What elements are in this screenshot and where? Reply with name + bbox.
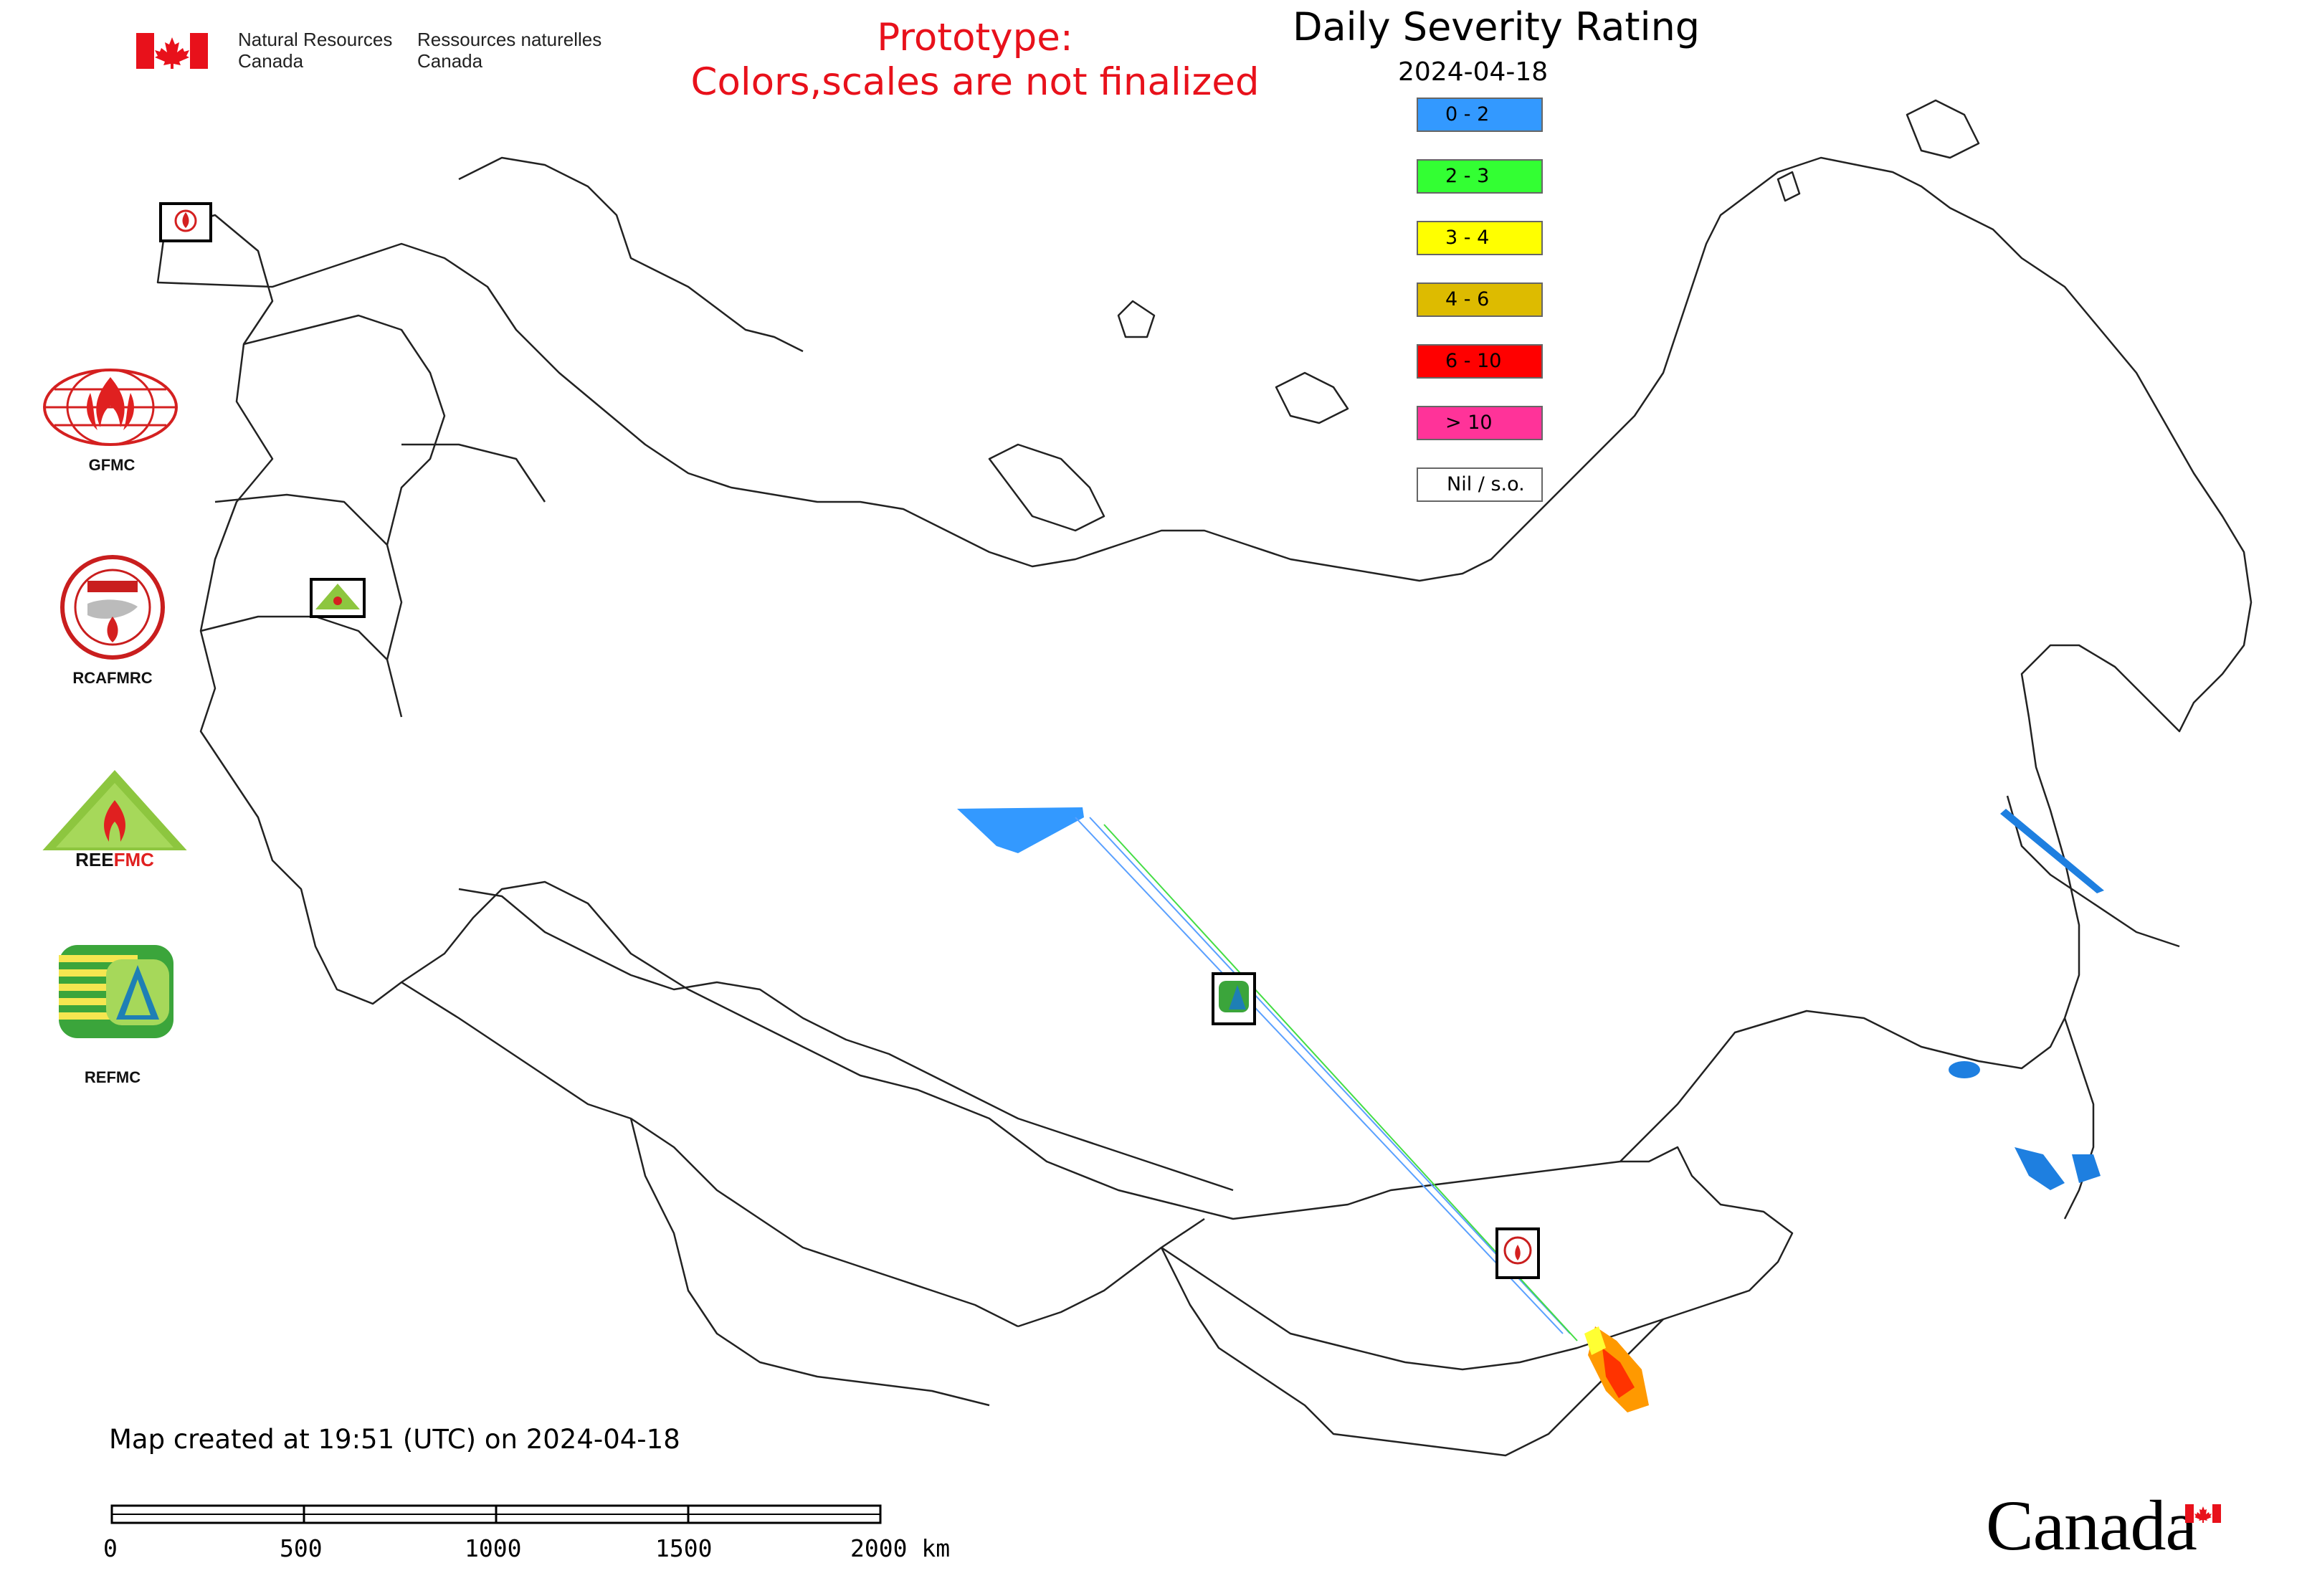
rcafmrc-logo-icon (60, 555, 165, 660)
svg-text:REEFMC: REEFMC (75, 849, 154, 868)
legend-item: 3 - 4 (1417, 221, 1543, 255)
prototype-line1: Prototype: (877, 16, 1073, 60)
org-label-gfmc: GFMC (88, 456, 135, 474)
map-date: 2024-04-18 (1398, 57, 1549, 87)
legend-item: Nil / s.o. (1417, 467, 1543, 502)
scale-bar (110, 1504, 882, 1524)
agency-en-line1: Natural Resources (238, 29, 393, 50)
gfmc-station-marker-icon (159, 202, 212, 242)
canada-wordmark: Canada (1986, 1486, 2197, 1565)
scale-label-1000: 1000 (465, 1534, 522, 1562)
legend-item: 4 - 6 (1417, 282, 1543, 317)
prototype-notice: Prototype: Colors,scales are not finaliz… (674, 16, 1276, 105)
severity-patches (957, 807, 2104, 1412)
prototype-line2: Colors,scales are not finalized (690, 60, 1260, 104)
legend-item: > 10 (1417, 406, 1543, 440)
gfmc-logo-icon (43, 369, 178, 446)
refmc-station-marker-icon (1212, 972, 1256, 1025)
scale-label-500: 500 (280, 1534, 323, 1562)
reefmc-logo-icon: REEFMC (39, 770, 191, 868)
scale-label-1500: 1500 (655, 1534, 713, 1562)
agency-name-fr: Ressources naturelles Canada (417, 29, 601, 72)
org-label-refmc: REFMC (84, 1068, 141, 1086)
severity-legend: 0 - 2 2 - 3 3 - 4 4 - 6 6 - 10 > 10 Nil / s.o. (1417, 98, 1546, 513)
agency-name-en: Natural Resources Canada (238, 29, 392, 72)
refmc-logo-icon (59, 945, 173, 1038)
reefmc-station-marker-icon (310, 578, 366, 618)
agency-en-line2: Canada (238, 50, 304, 72)
legend-item: 2 - 3 (1417, 159, 1543, 194)
agency-fr-line2: Canada (417, 50, 483, 72)
legend-item: 0 - 2 (1417, 98, 1543, 132)
org-label-rcafmrc: RCAFMRC (72, 669, 153, 687)
map-title: Daily Severity Rating (1293, 4, 1701, 49)
rcafmrc-station-marker-icon (1495, 1227, 1540, 1279)
map-created-text: Map created at 19:51 (UTC) on 2024-04-18 (109, 1424, 680, 1455)
wordmark-flag-icon (2185, 1504, 2221, 1523)
agency-fr-line1: Ressources naturelles (417, 29, 602, 50)
scale-label-2000: 2000 km (850, 1534, 951, 1562)
legend-item: 6 - 10 (1417, 344, 1543, 379)
canada-flag-icon (136, 33, 208, 69)
scale-label-0: 0 (103, 1534, 118, 1562)
